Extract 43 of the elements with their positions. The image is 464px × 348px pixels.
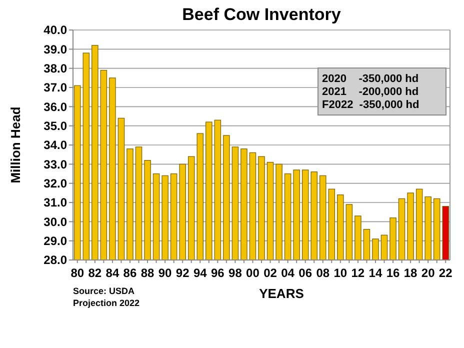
x-tick-label: 04 xyxy=(281,266,295,280)
x-tick-label: 20 xyxy=(421,266,436,280)
annotation: 2021 -200,000 hd xyxy=(322,86,419,98)
y-tick-label: 37.0 xyxy=(44,80,68,95)
y-tick-label: 38.0 xyxy=(44,62,68,76)
annotation: 2020 -350,000 hd xyxy=(322,73,419,85)
x-axis-title: YEARS xyxy=(259,286,304,301)
x-tick-label: 90 xyxy=(158,266,172,280)
y-tick-label: 31.0 xyxy=(44,196,68,210)
y-tick-label: 34.0 xyxy=(44,138,68,152)
x-tick-label: 96 xyxy=(210,266,225,280)
annotation: F2022 -350,000 hd xyxy=(322,99,420,111)
text: Projection 2022 xyxy=(73,298,140,308)
y-tick-label: 36.0 xyxy=(44,100,68,114)
x-tick-label: 10 xyxy=(334,266,348,280)
x-tick-label: 84 xyxy=(106,266,120,280)
y-tick-label: 35.0 xyxy=(44,119,68,134)
y-axis-title: Million Head xyxy=(8,106,23,184)
x-tick-label: 98 xyxy=(228,266,242,280)
x-tick-label: 02 xyxy=(264,266,278,280)
x-tick-label: 12 xyxy=(351,266,365,280)
x-tick-label: 80 xyxy=(70,266,84,280)
x-tick-label: 82 xyxy=(88,266,102,280)
y-tick-label: 39.0 xyxy=(44,42,68,56)
x-tick-label: 86 xyxy=(123,266,137,280)
x-tick-label: 00 xyxy=(246,266,260,280)
y-tick-label: 28.0 xyxy=(44,253,68,268)
source-note: Source: USDA xyxy=(73,286,136,296)
y-tick-label: 30.0 xyxy=(44,214,68,229)
y-tick-label: 29.0 xyxy=(44,234,68,248)
x-tick-label: 18 xyxy=(404,266,418,280)
x-tick-label: 92 xyxy=(176,266,190,280)
x-tick-label: 22 xyxy=(438,266,453,280)
y-tick-label: 40.0 xyxy=(44,23,68,38)
x-tick-label: 88 xyxy=(140,266,155,280)
y-tick-label: 33.0 xyxy=(44,157,68,172)
chart-title: Beef Cow Inventory xyxy=(182,5,342,24)
x-tick-label: 06 xyxy=(298,266,312,280)
x-tick-label: 94 xyxy=(193,266,208,280)
x-tick-label: 08 xyxy=(316,266,330,280)
x-tick-label: 14 xyxy=(368,266,382,280)
x-tick-label: 16 xyxy=(386,266,400,280)
y-tick-label: 32.0 xyxy=(44,176,68,191)
